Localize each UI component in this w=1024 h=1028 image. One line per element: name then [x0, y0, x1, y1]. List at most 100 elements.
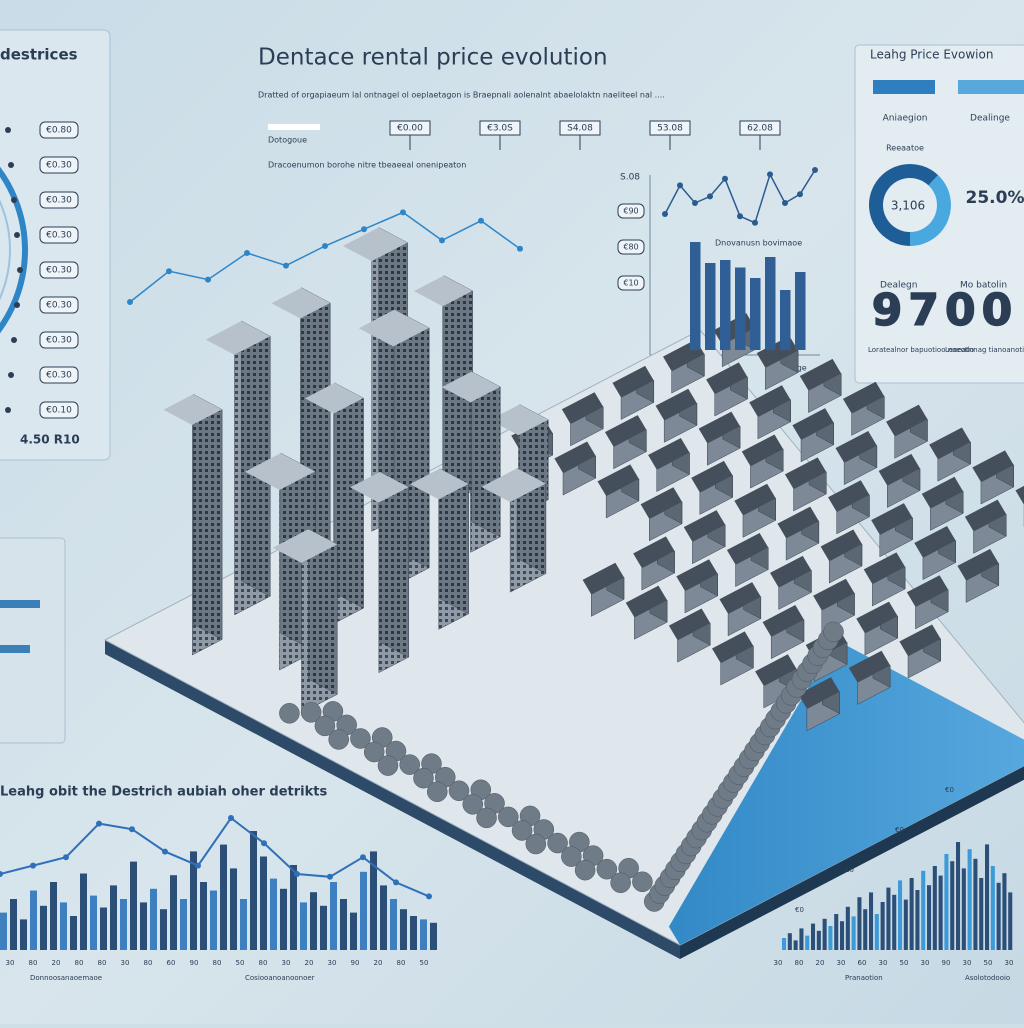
percent: 25.0%: [966, 188, 1024, 208]
bar: [190, 851, 197, 950]
donut-value: 3,106: [891, 199, 925, 213]
bar: [816, 930, 821, 950]
col-label: Aniaegion: [883, 114, 928, 124]
label-box: [39, 296, 79, 314]
x-tick-label: 30: [328, 959, 337, 967]
legend: Pranaotion: [845, 974, 883, 982]
x-tick-label: 50: [236, 959, 245, 967]
marker: [692, 200, 698, 206]
left-label: €0.30: [46, 196, 72, 206]
bar: [310, 892, 317, 950]
marker: [162, 848, 168, 855]
x-tick-label: 80: [795, 959, 804, 967]
x-tick-label: 30: [837, 959, 846, 967]
base-side: [680, 765, 1024, 959]
building-roof: [271, 287, 331, 319]
bar: [915, 890, 920, 950]
roof: [734, 483, 776, 516]
x-tick-label: 60: [167, 959, 176, 967]
bar: [270, 878, 277, 950]
bar: [120, 899, 127, 950]
left-label: €0.30: [46, 231, 72, 241]
x-tick-label: 20: [374, 959, 383, 967]
page-subtitle: Dratted of orgapiaeum lal ontnagel ol oe…: [258, 91, 665, 100]
marker: [166, 268, 172, 275]
legend: Cosiooanoanoonoer: [245, 974, 315, 982]
header-bar: [958, 80, 1024, 94]
marker: [393, 879, 399, 886]
x-tick-label: 60: [858, 959, 867, 967]
col-label: Dealinge: [970, 114, 1010, 124]
bottom-title: Leahg obit the Destrich aubiah oher detr…: [0, 785, 327, 800]
roof: [655, 388, 697, 421]
legend-chip: [268, 124, 320, 130]
marker: [30, 862, 36, 869]
roof: [683, 510, 726, 542]
tree: [279, 703, 300, 724]
callout: €0.00: [397, 124, 423, 134]
roof: [625, 585, 668, 618]
bar: [240, 899, 247, 950]
marker: [294, 871, 300, 877]
legend-chip: [0, 600, 40, 608]
bar: [921, 870, 926, 950]
marker: [426, 893, 432, 900]
roof: [799, 358, 842, 391]
roof: [886, 404, 928, 437]
tree: [823, 621, 844, 643]
bar: [857, 897, 862, 950]
footnote: Leneatnnag tianoanotinag aco: [945, 346, 1024, 354]
tree: [350, 728, 371, 749]
roof: [899, 624, 941, 657]
label-box: [39, 261, 79, 279]
x-tick-label: 30: [963, 959, 972, 967]
river: [668, 639, 1024, 945]
marker: [812, 167, 818, 173]
bar: [40, 905, 47, 950]
bar: [840, 921, 845, 950]
bar: [140, 902, 147, 950]
roof: [957, 548, 999, 581]
bar: [420, 919, 427, 950]
left-title: destrices: [0, 46, 78, 64]
dot: [17, 267, 23, 273]
bar: [330, 882, 337, 950]
tree: [413, 767, 434, 789]
bar: [985, 844, 990, 950]
line: [0, 816, 430, 898]
chart-legend: Dnovanusn bovimaoe: [715, 239, 802, 248]
bar: [0, 912, 7, 950]
roof: [964, 499, 1007, 532]
x-tick-label: 30: [1005, 959, 1014, 967]
footnote: Loratealnor bapuotioo naeotlo: [868, 346, 974, 354]
roof: [648, 437, 690, 470]
marker: [400, 209, 406, 216]
marker: [283, 262, 289, 269]
bar: [390, 899, 397, 950]
bar: [938, 875, 943, 950]
marker: [127, 299, 133, 305]
roof: [777, 506, 819, 539]
bar: [898, 880, 903, 950]
building-roof: [350, 471, 409, 503]
x-tick-label: 90: [190, 959, 199, 967]
bar: [1002, 873, 1007, 950]
row-label: Dealegn: [880, 281, 917, 291]
bar: [851, 916, 856, 950]
x-tick-label: 30: [282, 959, 291, 967]
x-tick-label: 80: [75, 959, 84, 967]
building-roof: [481, 468, 546, 503]
tree: [498, 806, 519, 828]
tree: [314, 715, 336, 737]
roof: [842, 381, 885, 414]
roof: [719, 582, 761, 614]
page-title: Dentace rental price evolution: [258, 45, 608, 71]
bar: [430, 922, 437, 950]
mid-label: €80: [623, 243, 638, 252]
bar: [70, 916, 77, 950]
x-tick-label: 80: [397, 959, 406, 967]
row-label: Mo batolin: [960, 281, 1007, 291]
roof: [921, 476, 964, 509]
bar: [967, 849, 972, 950]
building-roof: [245, 453, 316, 490]
